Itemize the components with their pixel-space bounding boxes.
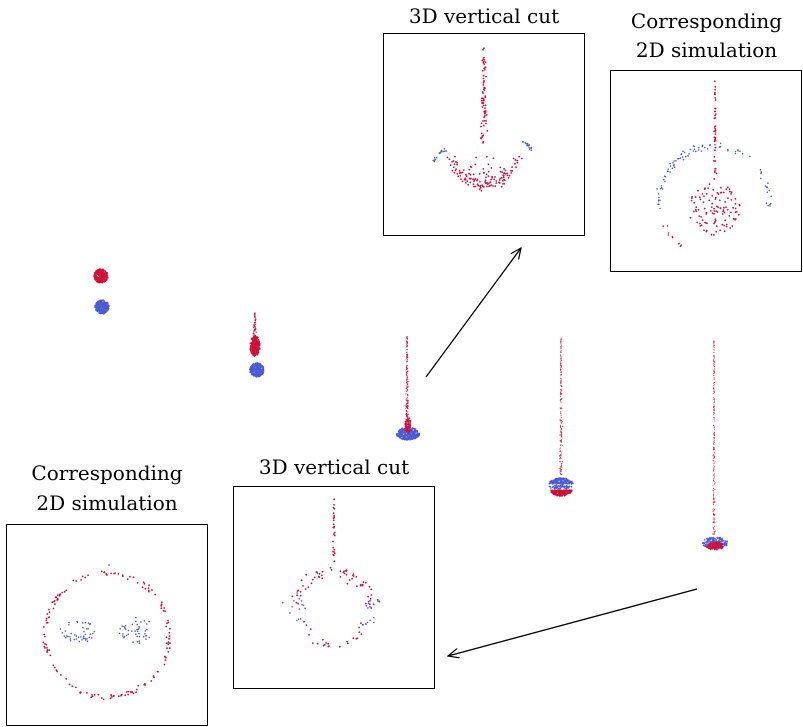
bottom-3d-cut-panel — [233, 486, 435, 689]
top-cut-particles — [432, 47, 533, 192]
bottom-cut-particles — [281, 498, 381, 648]
top-sim-title-line1: Corresponding — [630, 9, 783, 33]
bottom-sim-particles — [42, 564, 171, 701]
snapshot-stage-4 — [548, 337, 574, 497]
top-sim-particles — [656, 80, 772, 247]
top-cut-title: 3D vertical cut — [408, 4, 560, 28]
snapshot-stage-5 — [701, 340, 729, 551]
arrow-to-top-cut — [425, 248, 521, 378]
top-sim-title-line2: 2D simulation — [635, 38, 778, 62]
arrow-to-bottom-cut — [448, 588, 698, 656]
bottom-sim-title-line1: Corresponding — [31, 461, 183, 485]
snapshots-layer — [93, 268, 729, 551]
bottom-sim-title-line2: 2D simulation — [36, 491, 178, 515]
snapshot-stage-2 — [249, 312, 265, 378]
bottom-cut-title: 3D vertical cut — [258, 455, 410, 479]
top-2d-simulation-panel — [610, 70, 802, 272]
bottom-2d-simulation-panel — [6, 524, 208, 726]
snapshot-stage-3 — [396, 336, 421, 441]
top-3d-cut-panel — [383, 33, 585, 236]
snapshot-stage-1 — [93, 268, 110, 315]
